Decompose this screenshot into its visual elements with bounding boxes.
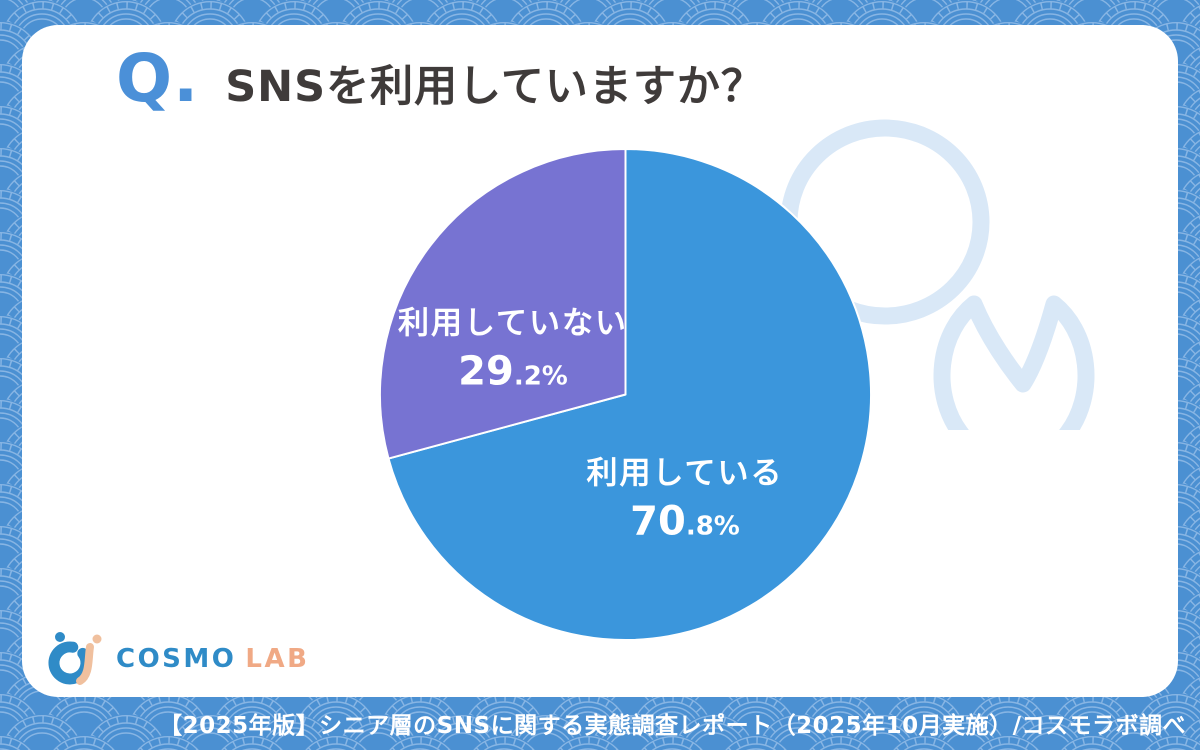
pie-chart: 利用していない 29.2% 利用している 70.8% <box>378 147 873 642</box>
pie-chart-svg <box>378 147 872 641</box>
cosmo-lab-logo: COSMO LAB <box>46 629 309 689</box>
pie-slice-0 <box>387 147 872 641</box>
footer-caption: 【2025年版】シニア層のSNSに関する実態調査レポート（2025年10月実施）… <box>159 713 1186 739</box>
question-q-mark: Q. <box>116 40 200 117</box>
question-header: Q. SNSを利用していますか？ <box>116 40 765 117</box>
pie-slice-1 <box>378 147 627 460</box>
logo-brand: COSMO <box>116 644 237 674</box>
cosmo-lab-logo-icon <box>48 632 102 685</box>
content-card: Q. SNSを利用していますか？ 利用していない 29.2% 利用している 70… <box>22 25 1178 697</box>
cosmo-lab-logo-text: COSMO LAB <box>116 644 309 674</box>
logo-suffix: LAB <box>245 644 310 674</box>
page-title: SNSを利用していますか？ <box>225 62 765 112</box>
